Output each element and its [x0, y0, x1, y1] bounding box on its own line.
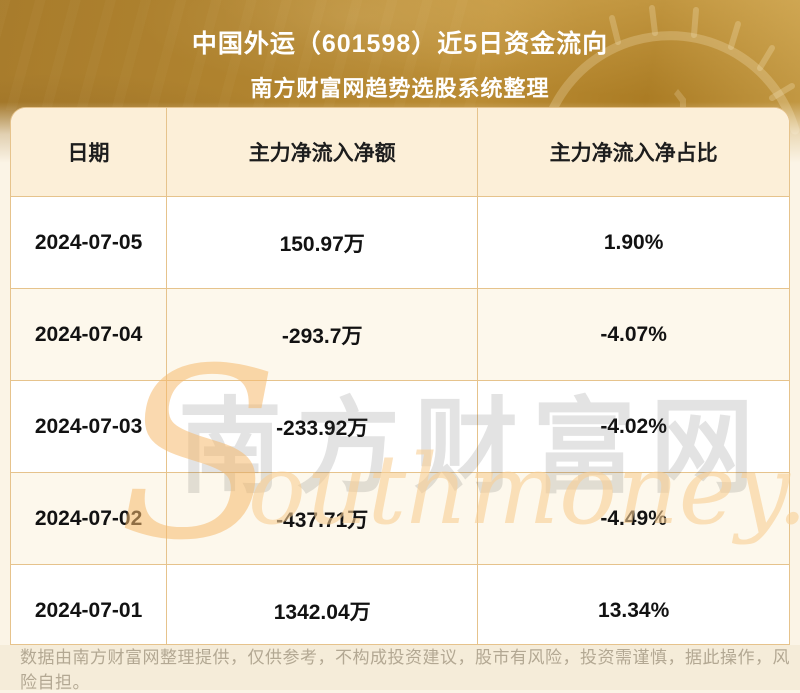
ratio-cell: 13.34%	[477, 564, 789, 644]
page-subtitle: 南方财富网趋势选股系统整理	[250, 76, 550, 101]
table-row: 2024-07-05 150.97万 1.90%	[11, 196, 789, 289]
date-cell: 2024-07-04	[11, 288, 168, 381]
ratio-cell: -4.07%	[477, 288, 789, 381]
title-block: 中国外运（601598）近5日资金流向 南方财富网趋势选股系统整理	[0, 0, 800, 103]
column-header-ratio: 主力净流入净占比	[477, 108, 789, 197]
ratio-cell: -4.02%	[477, 380, 789, 473]
date-cell: 2024-07-03	[11, 380, 168, 473]
fund-flow-table: 日期 主力净流入净额 主力净流入净占比 2024-07-05 150.97万 1…	[10, 107, 790, 645]
ratio-cell: 1.90%	[477, 196, 789, 289]
page-title: 中国外运（601598）近5日资金流向	[191, 30, 609, 58]
table-row: 2024-07-01 1342.04万 13.34%	[11, 564, 789, 644]
date-cell: 2024-07-05	[11, 196, 168, 289]
amount-cell: -437.71万	[166, 472, 479, 565]
hero-banner: F	[0, 0, 800, 170]
footer-bar: 数据由南方财富网整理提供，仅供参考，不构成投资建议，股市有风险，投资需谨慎，据此…	[0, 645, 800, 692]
date-cell: 2024-07-01	[11, 564, 168, 644]
date-cell: 2024-07-02	[11, 472, 168, 565]
amount-cell: 1342.04万	[166, 564, 479, 644]
table-row: 2024-07-04 -293.7万 -4.07%	[11, 288, 789, 381]
disclaimer-text: 数据由南方财富网整理提供，仅供参考，不构成投资建议，股市有风险，投资需谨慎，据此…	[20, 647, 790, 692]
amount-cell: -233.92万	[166, 380, 479, 473]
amount-cell: -293.7万	[166, 288, 479, 381]
table-row: 2024-07-03 -233.92万 -4.02%	[11, 380, 789, 473]
table-row: 2024-07-02 -437.71万 -4.49%	[11, 472, 789, 565]
table-header-row: 日期 主力净流入净额 主力净流入净占比	[11, 108, 789, 197]
column-header-date: 日期	[11, 108, 168, 197]
amount-cell: 150.97万	[166, 196, 479, 289]
column-header-amount: 主力净流入净额	[166, 108, 479, 197]
ratio-cell: -4.49%	[477, 472, 789, 565]
